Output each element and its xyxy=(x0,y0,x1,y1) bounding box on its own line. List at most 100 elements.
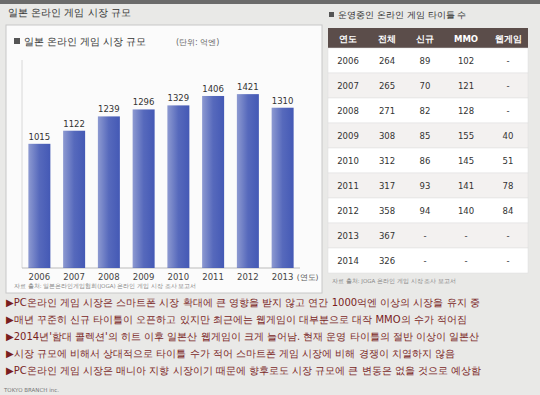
y-axis-line xyxy=(22,60,23,268)
table-header-cell: 신규 xyxy=(416,34,434,44)
bar xyxy=(202,96,224,268)
data-label: 1406 xyxy=(202,84,224,94)
x-tick-label: 2009 xyxy=(133,272,155,282)
bar xyxy=(272,108,294,268)
table-cell: 358 xyxy=(379,206,395,216)
table-cell: 264 xyxy=(379,56,395,66)
table-row-bg xyxy=(328,73,528,98)
table-header-cell: 전체 xyxy=(378,34,396,44)
table-cell: 2010 xyxy=(337,156,359,166)
data-label: 1296 xyxy=(133,97,155,107)
x-tick-label: 2012 xyxy=(237,272,259,282)
table-row-bg xyxy=(328,173,528,198)
bullet: ▶2014년'함대 콜렉션'의 히트 이후 일본산 웹게임이 크게 늘어남. 현… xyxy=(6,331,479,342)
table-cell: - xyxy=(506,81,509,91)
table-cell: 78 xyxy=(503,181,514,191)
bar xyxy=(98,116,120,268)
table-cell: 155 xyxy=(458,131,474,141)
bullet: ▶매년 꾸준히 신규 타이틀이 오픈하고 있지만 최근에는 웹게임이 대부분으로… xyxy=(6,314,467,325)
table-cell: 2006 xyxy=(337,56,359,66)
table-cell: 82 xyxy=(420,106,431,116)
table-cell: 367 xyxy=(379,231,395,241)
data-label: 1015 xyxy=(29,132,51,142)
table-cell: 40 xyxy=(503,131,514,141)
table-cell: 84 xyxy=(503,206,514,216)
table-cell: 128 xyxy=(458,106,474,116)
table-cell: 312 xyxy=(379,156,395,166)
bar xyxy=(167,105,189,268)
data-label: 1239 xyxy=(98,104,120,114)
bullet: ▶PC온라인 게임 시장은 매니아 지향 시장이기 때문에 향후로도 시장 규모… xyxy=(6,365,481,376)
table-row-bg xyxy=(328,223,528,248)
table-cell: 2011 xyxy=(337,181,359,191)
table-cell: 51 xyxy=(503,156,514,166)
table-title-marker xyxy=(329,12,334,17)
table-cell: 85 xyxy=(420,131,431,141)
table-cell: - xyxy=(464,256,467,266)
data-label: 1310 xyxy=(272,96,294,106)
background xyxy=(0,0,540,395)
table-cell: - xyxy=(423,231,426,241)
table-cell: 2007 xyxy=(337,81,359,91)
page: {"slide": {"title": "일본 온라인 게임 시장 규모", "… xyxy=(0,0,540,395)
table-cell: - xyxy=(423,256,426,266)
bar xyxy=(133,109,155,268)
table-cell: 2009 xyxy=(337,131,359,141)
table-cell: 70 xyxy=(420,81,431,91)
bars xyxy=(28,94,293,268)
data-label: 1329 xyxy=(168,93,190,103)
bullet: ▶PC온라인 게임 시장은 스마트폰 시장 확대에 큰 영향을 받지 않고 연간… xyxy=(6,297,480,308)
table-cell: - xyxy=(506,256,509,266)
table-row-bg xyxy=(328,98,528,123)
footer: TOKYO BRANCH inc. xyxy=(3,387,59,393)
table-cell: - xyxy=(506,106,509,116)
table-cell: 265 xyxy=(379,81,395,91)
table-row-bg xyxy=(328,48,528,73)
chart-subtitle: (단위: 억엔) xyxy=(176,38,219,47)
table-cell: 102 xyxy=(458,56,474,66)
bar xyxy=(237,94,259,268)
table-cell: - xyxy=(506,56,509,66)
table-cell: 140 xyxy=(458,206,474,216)
table-cell: 317 xyxy=(379,181,395,191)
table-header-cell: 웹게임 xyxy=(495,34,522,44)
table-title: 운영중인 온라인 게임 타이틀 수 xyxy=(338,10,466,20)
table-cell: 271 xyxy=(379,106,395,116)
table-row-bg xyxy=(328,248,528,273)
table-cell: 89 xyxy=(420,56,431,66)
x-tick-label: 2013 xyxy=(272,272,294,282)
slide-title: 일본 온라인 게임 시장 규모 xyxy=(8,7,131,18)
table-cell: - xyxy=(464,231,467,241)
data-label: 1122 xyxy=(63,119,85,129)
table-source: 자료 출처: JOGA 온라인 게임 시장 조사 보고서 xyxy=(332,278,456,285)
table-cell: 2014 xyxy=(337,256,359,266)
bar xyxy=(28,144,50,268)
chart-panel xyxy=(6,25,322,293)
x-axis-label: (연도) xyxy=(297,273,319,282)
title-marker xyxy=(14,38,20,44)
table-row-bg xyxy=(328,148,528,173)
table-cell: 2008 xyxy=(337,106,359,116)
table-cell: 141 xyxy=(458,181,474,191)
slide: 일본 온라인 게임 시장 규모일본 온라인 게임 시장 규모(단위: 억엔)10… xyxy=(0,0,540,395)
x-tick-label: 2011 xyxy=(202,272,224,282)
table-header-cell: 연도 xyxy=(339,34,357,44)
table-row-bg xyxy=(328,198,528,223)
bullet: ▶시장 규모에 비해서 상대적으로 타이틀 수가 적어 스마트폰 게임 시장에 … xyxy=(6,348,455,359)
x-tick-label: 2008 xyxy=(98,272,120,282)
x-tick-label: 2007 xyxy=(63,272,85,282)
x-tick-label: 2006 xyxy=(29,272,51,282)
table-cell: 94 xyxy=(420,206,431,216)
table-cell: 326 xyxy=(379,256,395,266)
table-cell: 121 xyxy=(458,81,474,91)
table-cell: 2012 xyxy=(337,206,359,216)
bar xyxy=(63,131,85,268)
table-cell: 86 xyxy=(420,156,431,166)
data-label: 1421 xyxy=(237,82,259,92)
top-band xyxy=(0,0,540,4)
table-cell: 145 xyxy=(458,156,474,166)
table-cell: - xyxy=(506,231,509,241)
table-cell: 308 xyxy=(379,131,395,141)
table-header-bg xyxy=(328,28,528,48)
chart-title: 일본 온라인 게임 시장 규모 xyxy=(24,36,146,47)
